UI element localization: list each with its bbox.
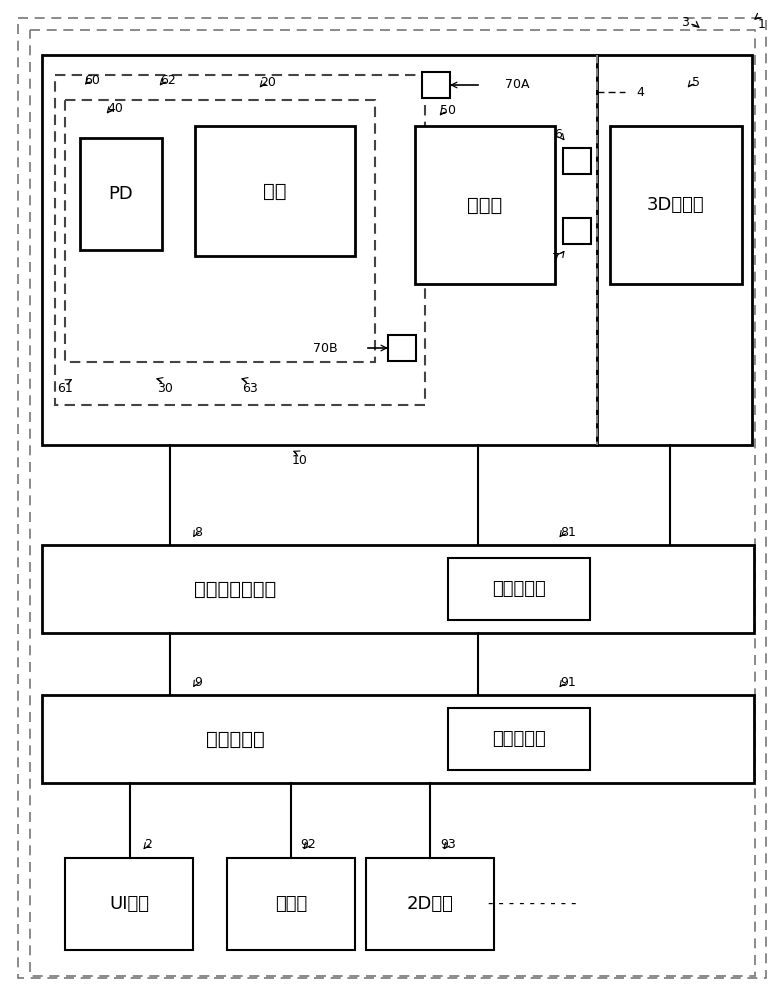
Text: 8: 8 — [194, 526, 202, 538]
Bar — [448, 558, 590, 620]
Text: 92: 92 — [300, 838, 316, 852]
Text: - - - - - - - - -: - - - - - - - - - — [488, 896, 576, 912]
Text: 20: 20 — [260, 76, 276, 89]
Text: 91: 91 — [560, 676, 576, 688]
Text: UI部分: UI部分 — [109, 895, 149, 913]
Bar — [55, 75, 425, 405]
Bar — [65, 858, 193, 950]
Bar — [563, 218, 591, 244]
Bar — [65, 100, 375, 362]
Text: 1: 1 — [758, 17, 766, 30]
Text: 60: 60 — [84, 74, 100, 87]
Text: PD: PD — [109, 185, 133, 203]
Text: 9: 9 — [194, 676, 202, 688]
Bar — [388, 335, 416, 361]
Bar — [42, 545, 754, 633]
Bar — [448, 708, 590, 770]
Text: 81: 81 — [560, 526, 576, 538]
Bar — [610, 126, 742, 284]
Text: 63: 63 — [242, 381, 258, 394]
Text: 62: 62 — [161, 74, 176, 87]
Bar — [563, 148, 591, 174]
Text: 70B: 70B — [313, 342, 338, 355]
Bar — [42, 55, 597, 445]
Text: 10: 10 — [292, 454, 308, 466]
Text: 61: 61 — [57, 381, 73, 394]
Text: 2D相机: 2D相机 — [406, 895, 453, 913]
Bar — [597, 55, 752, 445]
Text: 2: 2 — [144, 838, 152, 852]
Bar — [415, 126, 555, 284]
Text: 驱动部: 驱动部 — [467, 196, 503, 215]
Text: 4: 4 — [636, 86, 644, 99]
Text: 5: 5 — [692, 76, 700, 89]
Text: 93: 93 — [440, 838, 456, 852]
Text: 70A: 70A — [505, 79, 529, 92]
Text: 40: 40 — [107, 102, 123, 114]
Bar — [227, 858, 355, 950]
Text: 6: 6 — [554, 128, 562, 141]
Bar — [195, 126, 355, 256]
Text: 光学装置控制器: 光学装置控制器 — [194, 580, 276, 598]
Text: 3: 3 — [681, 15, 689, 28]
Text: 50: 50 — [440, 104, 456, 116]
Text: 30: 30 — [157, 381, 173, 394]
Text: 扬声器: 扬声器 — [275, 895, 307, 913]
Text: 形状指定部: 形状指定部 — [493, 580, 546, 598]
Bar — [42, 695, 754, 783]
Bar — [80, 138, 162, 250]
Text: 系统控制器: 系统控制器 — [206, 730, 265, 748]
Bar — [422, 72, 450, 98]
Text: 认证处理部: 认证处理部 — [493, 730, 546, 748]
Bar — [366, 858, 494, 950]
Text: 光源: 光源 — [263, 182, 287, 200]
Text: 3D传感器: 3D传感器 — [648, 196, 705, 214]
Text: 7: 7 — [552, 251, 560, 264]
